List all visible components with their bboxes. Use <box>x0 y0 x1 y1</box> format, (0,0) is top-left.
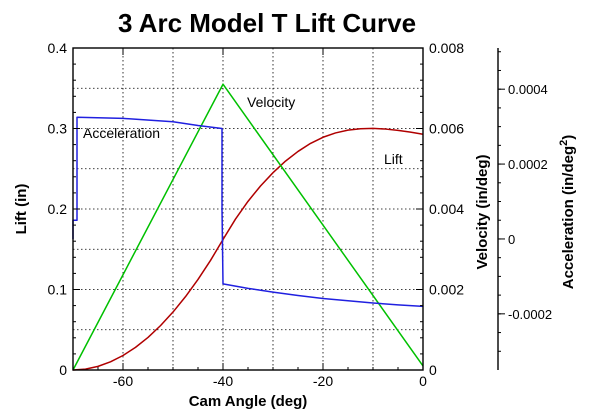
x-tick-label: -20 <box>313 373 333 389</box>
acceleration-axis-label: Acceleration (in/deg2) <box>558 135 577 290</box>
axis-ticks <box>72 47 505 371</box>
velocity-tick-label: 0.004 <box>429 201 464 217</box>
acceleration-series-label: Acceleration <box>83 125 160 141</box>
acceleration-axis-label-sup: 2 <box>558 140 570 146</box>
lift-axis-label: Lift (in) <box>13 184 30 235</box>
lift-tick-label: 0.1 <box>48 282 68 298</box>
lift-tick-label: 0.2 <box>48 201 68 217</box>
velocity-axis-label: Velocity (in/deg) <box>474 154 491 269</box>
axis-tick-labels: -60 -40 -20 000.10.20.30.400.0020.0040.0060… <box>48 40 553 389</box>
lift-series-label: Lift <box>384 151 403 167</box>
velocity-tick-label: 0.008 <box>429 40 464 56</box>
series-group <box>72 83 424 371</box>
lift-tick-label: 0.3 <box>48 121 68 137</box>
acceleration-tick-label: 0.0002 <box>508 157 548 172</box>
acceleration-axis-label-main: Acceleration (in/deg <box>560 146 577 289</box>
velocity-series-label: Velocity <box>247 94 295 110</box>
series-line-velocity <box>72 83 424 371</box>
lift-tick-label: 0.4 <box>48 40 68 56</box>
x-tick-label: 0 <box>419 373 427 389</box>
chart-title: 3 Arc Model T Lift Curve <box>118 8 416 38</box>
x-tick-label: -40 <box>213 373 233 389</box>
lift-tick-label: 0 <box>59 362 67 378</box>
velocity-tick-label: 0.006 <box>429 121 464 137</box>
x-axis-label: Cam Angle (deg) <box>189 393 308 410</box>
acceleration-axis-label-end: ) <box>560 135 577 140</box>
velocity-tick-label: 0.002 <box>429 282 464 298</box>
x-tick-label: -60 <box>113 373 133 389</box>
acceleration-tick-label: -0.0002 <box>508 307 552 322</box>
velocity-tick-label: 0 <box>429 362 437 378</box>
acceleration-tick-label: 0.0004 <box>508 82 548 97</box>
grid-lines <box>73 48 423 370</box>
series-line-acceleration <box>72 116 424 308</box>
series-line-lift <box>72 127 424 371</box>
acceleration-tick-label: 0 <box>508 232 515 247</box>
